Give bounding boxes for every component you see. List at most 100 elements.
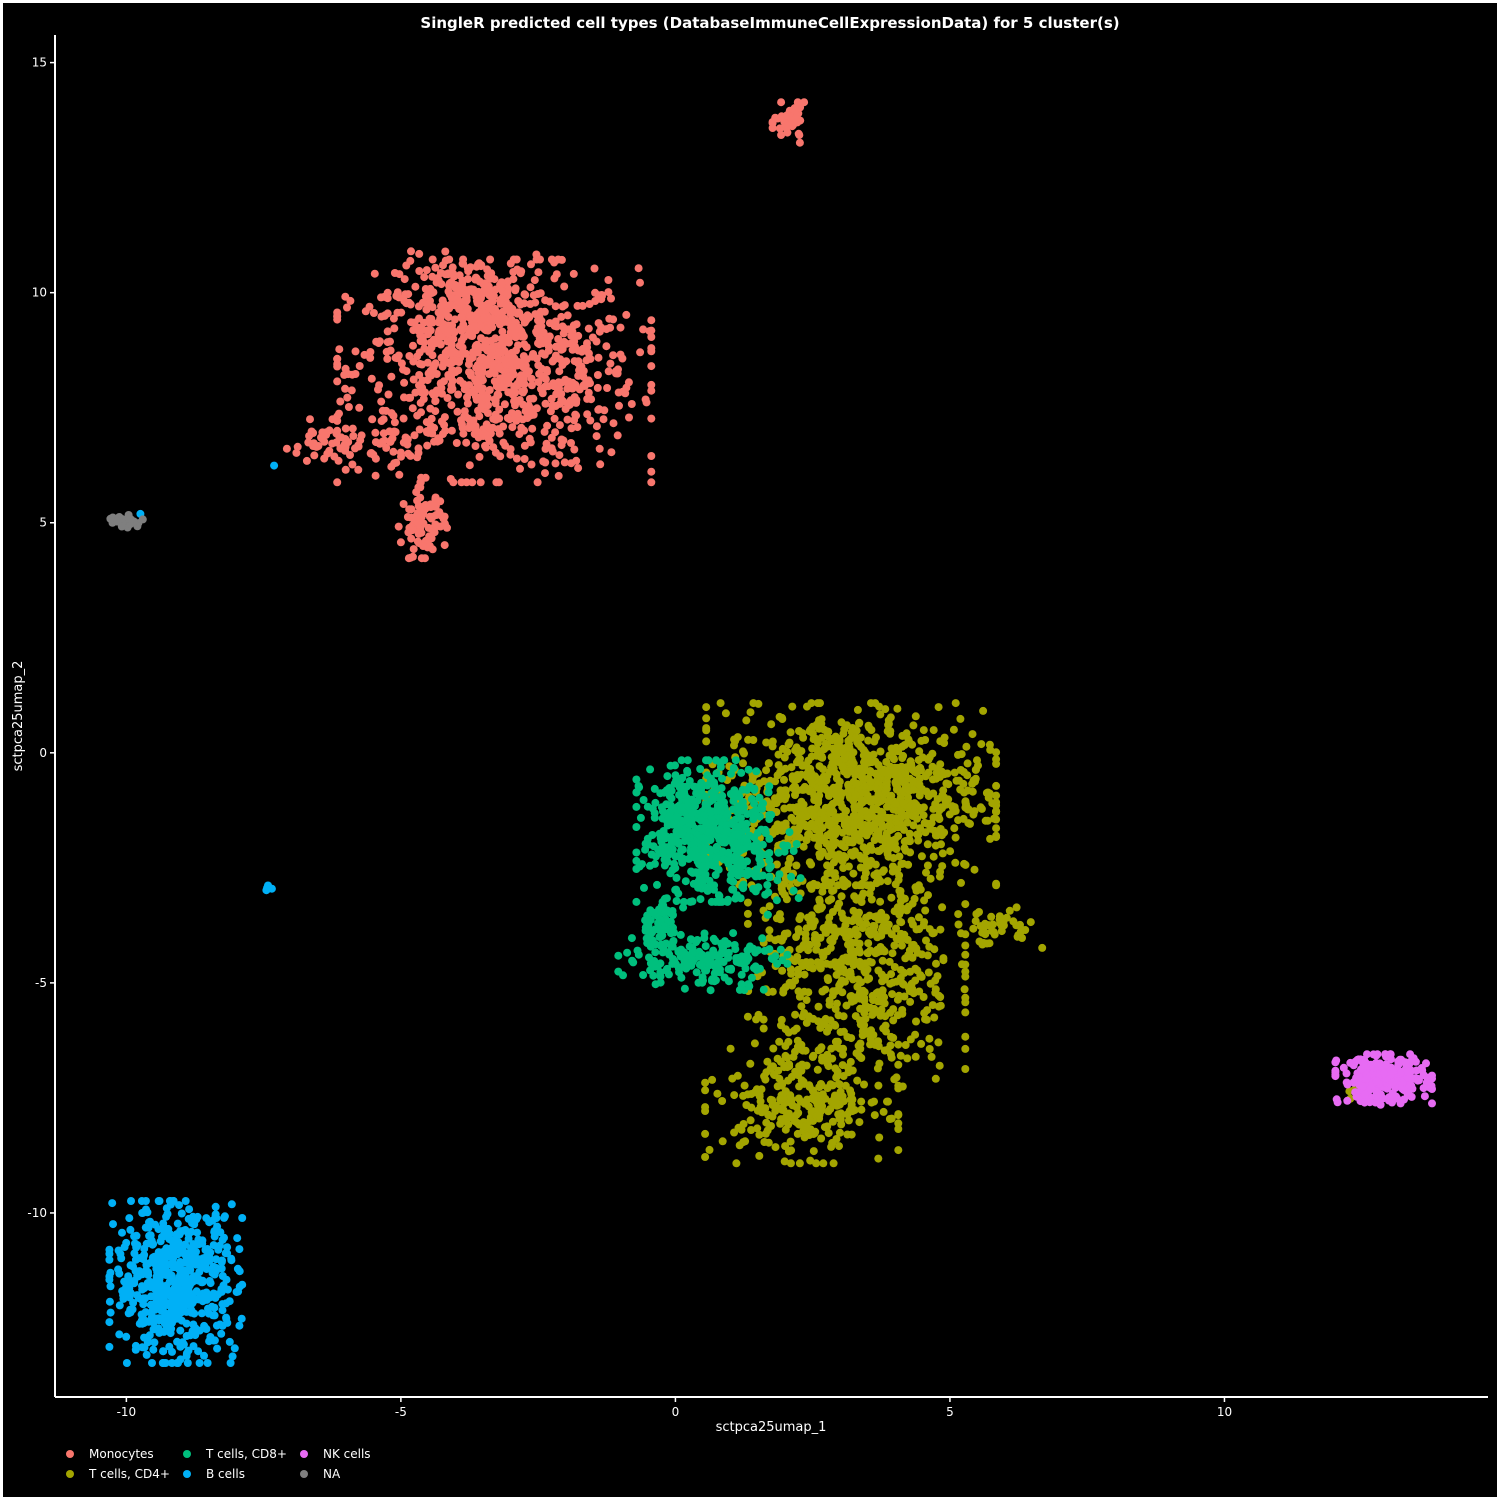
data-point	[604, 288, 613, 297]
data-point	[492, 414, 501, 423]
data-point	[861, 959, 870, 968]
data-point	[799, 761, 808, 770]
data-point	[896, 1051, 905, 1060]
data-point	[867, 895, 876, 904]
data-point	[846, 1057, 855, 1066]
data-point	[844, 1116, 853, 1125]
data-point	[651, 948, 660, 957]
data-point	[341, 424, 350, 433]
data-point	[636, 278, 644, 287]
data-point	[591, 297, 600, 305]
data-point	[422, 418, 431, 427]
data-point	[961, 967, 970, 976]
data-point	[593, 371, 602, 379]
data-point	[869, 922, 878, 930]
data-point	[761, 1129, 770, 1138]
data-point	[940, 739, 949, 748]
data-point	[449, 334, 458, 343]
data-point	[753, 1124, 762, 1133]
data-point	[959, 814, 968, 823]
data-point	[485, 386, 494, 394]
data-point	[293, 442, 302, 451]
data-point	[235, 1245, 244, 1254]
data-point	[809, 810, 818, 819]
data-point	[651, 798, 660, 807]
data-point	[453, 357, 462, 366]
data-point	[793, 775, 802, 784]
data-point	[867, 958, 876, 967]
data-point	[798, 803, 806, 812]
data-point	[480, 314, 489, 323]
data-point	[692, 968, 701, 977]
data-point	[336, 444, 345, 453]
data-point	[523, 369, 532, 378]
data-point	[428, 318, 437, 327]
data-point	[563, 311, 572, 320]
data-point	[882, 758, 891, 766]
data-point	[983, 788, 992, 797]
data-point	[494, 425, 503, 434]
data-point	[971, 917, 980, 926]
data-point	[885, 957, 894, 966]
data-point	[678, 845, 687, 854]
data-point	[663, 772, 672, 781]
data-point	[981, 919, 989, 928]
data-point	[783, 950, 792, 959]
data-point	[406, 553, 415, 562]
data-point	[820, 1020, 829, 1029]
data-point	[115, 1330, 124, 1339]
data-point	[405, 505, 414, 514]
data-point	[154, 1225, 163, 1234]
data-point	[384, 390, 393, 399]
data-point	[746, 1059, 755, 1068]
data-point	[874, 874, 883, 883]
data-point	[914, 836, 923, 845]
data-point	[815, 829, 824, 838]
data-point	[806, 881, 814, 890]
data-point	[921, 906, 930, 915]
data-point	[702, 703, 711, 712]
data-point	[656, 789, 665, 798]
data-point	[716, 699, 725, 708]
data-point	[122, 1359, 131, 1367]
data-point	[458, 276, 467, 285]
data-point	[594, 319, 603, 328]
data-point	[457, 478, 466, 487]
data-point	[105, 1297, 114, 1306]
data-point	[122, 1332, 131, 1341]
data-point	[851, 831, 860, 840]
data-point	[889, 854, 898, 862]
data-point	[202, 1253, 211, 1262]
data-point	[659, 827, 668, 835]
data-point	[951, 858, 960, 867]
data-point	[805, 1081, 814, 1090]
data-point	[853, 705, 862, 714]
data-point	[919, 726, 928, 735]
data-point	[1012, 903, 1021, 912]
data-point	[407, 318, 415, 327]
data-point	[844, 957, 853, 966]
data-point	[784, 1037, 793, 1046]
data-point	[389, 314, 398, 323]
data-point	[915, 804, 923, 813]
data-point	[461, 383, 470, 392]
data-point	[431, 359, 440, 368]
data-point	[516, 464, 524, 473]
data-point	[543, 337, 552, 345]
data-point	[525, 395, 534, 403]
data-point	[217, 1329, 226, 1338]
data-point	[377, 312, 386, 321]
data-point	[503, 277, 512, 286]
data-point	[200, 1321, 209, 1330]
data-point	[459, 348, 468, 357]
data-point	[551, 459, 560, 468]
data-point	[892, 814, 901, 823]
data-point	[783, 747, 792, 756]
data-point	[903, 803, 912, 812]
data-point	[883, 877, 892, 886]
data-point	[1343, 1096, 1352, 1105]
data-point	[649, 908, 658, 917]
data-point	[1026, 918, 1035, 927]
data-point	[917, 972, 926, 981]
data-point	[653, 880, 661, 889]
